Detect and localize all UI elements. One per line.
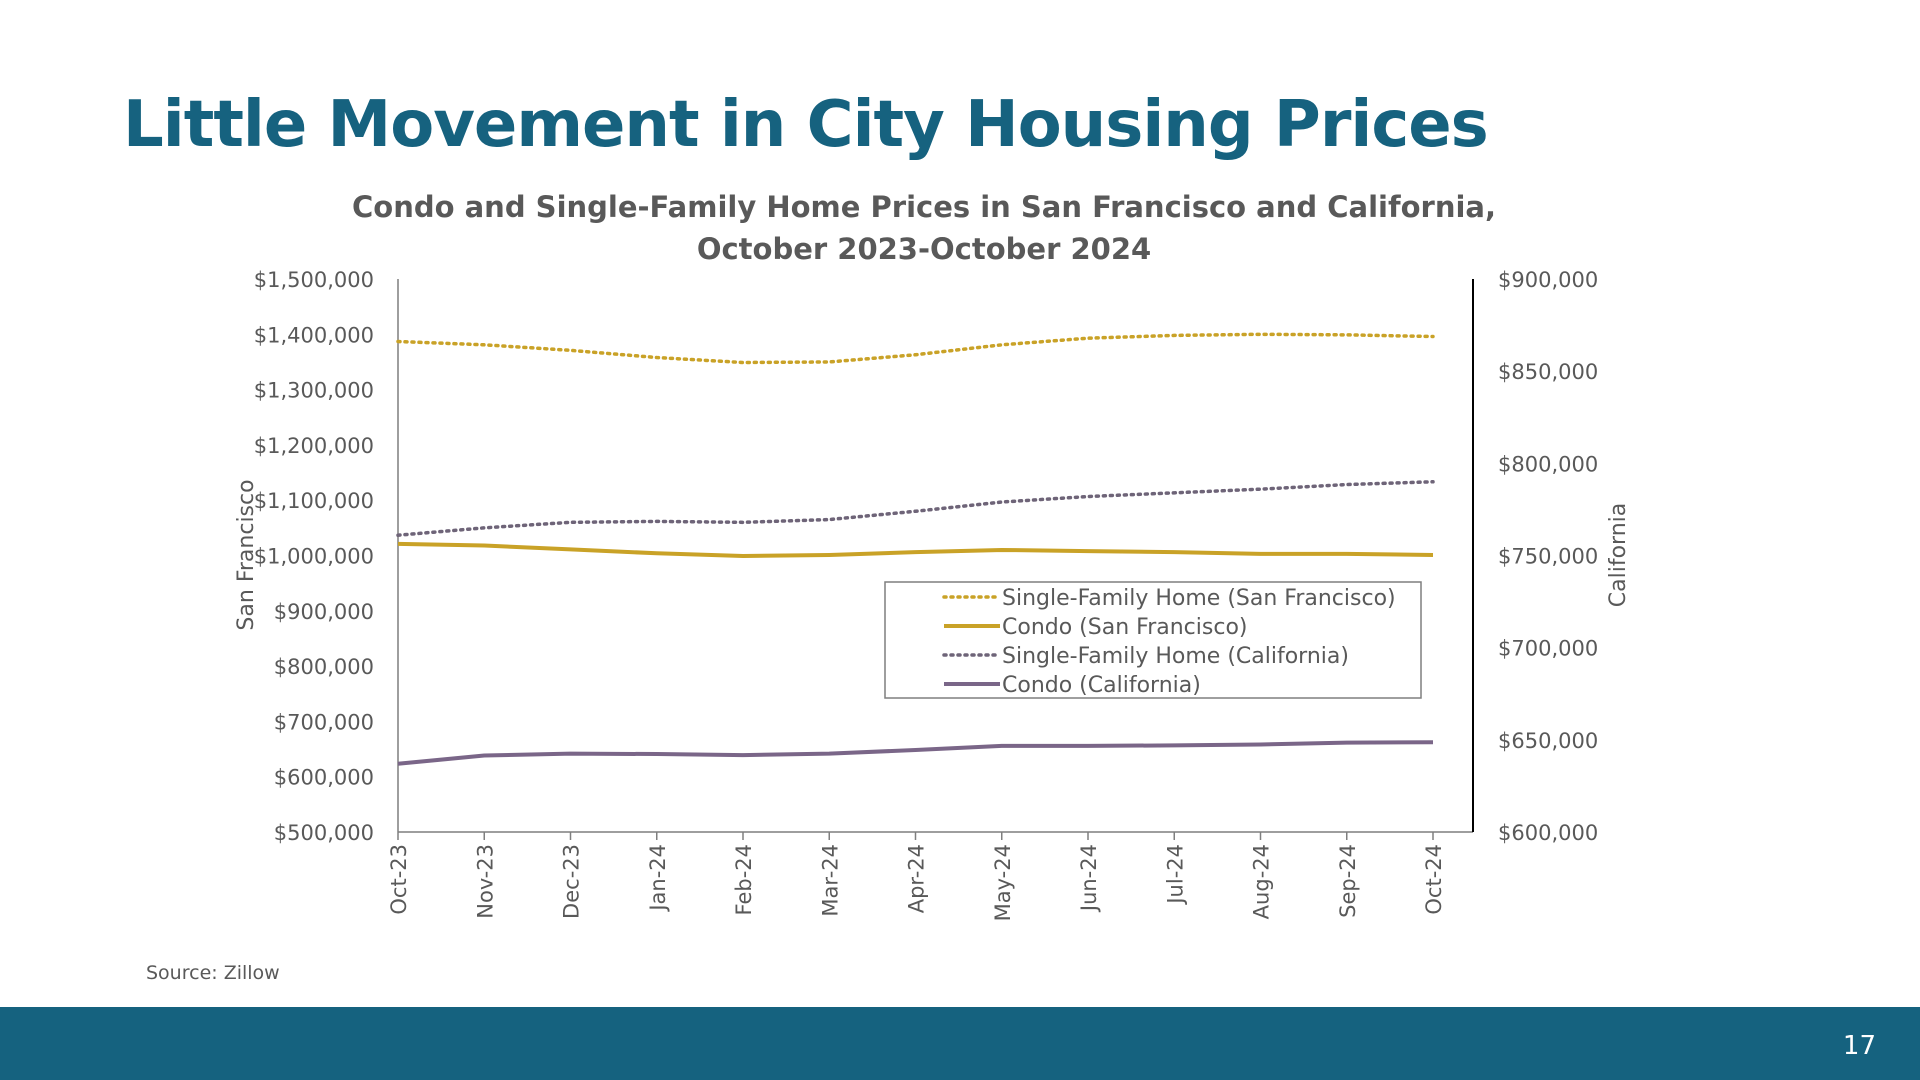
x-tick-label: Feb-24: [732, 844, 756, 915]
left-tick-label: $1,100,000: [254, 489, 374, 513]
chart-legend: Single-Family Home (San Francisco) Condo …: [884, 581, 1422, 699]
left-tick-label: $1,000,000: [254, 545, 374, 569]
left-tick-label: $1,400,000: [254, 323, 374, 347]
x-tick-label: Jul-24: [1163, 844, 1187, 906]
x-tick-label: Aug-24: [1250, 844, 1274, 919]
x-tick-label: Sep-24: [1336, 844, 1360, 918]
right-tick-label: $700,000: [1498, 637, 1598, 661]
right-tick-label: $900,000: [1498, 268, 1598, 292]
left-axis-ticks: $500,000 $600,000 $700,000 $800,000 $900,000…: [254, 268, 374, 845]
series-lines: [396, 332, 1435, 766]
x-tick-label: Oct-23: [387, 844, 411, 915]
chart-title-line: Condo and Single-Family Home Prices in S…: [352, 190, 1496, 224]
left-tick-label: $1,200,000: [254, 434, 374, 458]
x-tick-label: Jan-24: [646, 844, 670, 913]
legend-label: Condo (California): [1002, 673, 1201, 698]
series-line: [397, 541, 1434, 559]
x-tick-label: Dec-23: [560, 844, 584, 919]
series-line: [396, 480, 1435, 537]
left-tick-label: $1,300,000: [254, 379, 374, 403]
x-tick-label: Mar-24: [818, 844, 842, 917]
legend-label: Single-Family Home (California): [1002, 644, 1349, 669]
x-tick-label: Nov-23: [473, 844, 497, 919]
right-tick-label: $750,000: [1498, 545, 1598, 569]
x-tick-label: May-24: [991, 844, 1015, 921]
chart-title: Condo and Single-Family Home Prices in S…: [352, 190, 1496, 266]
x-tick-label: Jun-24: [1077, 844, 1101, 913]
chart-axes: San Francisco California: [234, 279, 1631, 833]
legend-label: Condo (San Francisco): [1002, 615, 1247, 640]
line-chart: Condo and Single-Family Home Prices in S…: [234, 190, 1631, 921]
chart-title-line: October 2023-October 2024: [697, 232, 1151, 266]
x-tick-label: Apr-24: [905, 844, 929, 913]
left-tick-label: $800,000: [274, 655, 374, 679]
right-axis-ticks: $600,000 $650,000 $700,000 $750,000 $800,000…: [1498, 268, 1598, 845]
left-axis-title: San Francisco: [234, 479, 259, 630]
left-tick-label: $700,000: [274, 710, 374, 734]
x-axis-ticks: Oct-23 Nov-23 Dec-23 Jan-24 Feb-24 Mar-24 Apr-…: [387, 832, 1446, 921]
legend-box: [884, 581, 1422, 699]
series-line: [397, 740, 1434, 766]
slide-title: Little Movement in City Housing Prices: [123, 88, 1489, 162]
footer-bar: 17: [0, 1007, 1920, 1080]
right-tick-label: $600,000: [1498, 821, 1598, 845]
series-line: [396, 332, 1435, 365]
left-tick-label: $900,000: [274, 600, 374, 624]
left-tick-label: $500,000: [274, 821, 374, 845]
page-number: 17: [1842, 1031, 1876, 1061]
left-tick-label: $600,000: [274, 766, 374, 790]
source-note: Source: Zillow: [146, 962, 280, 984]
x-tick-label: Oct-24: [1422, 844, 1446, 915]
legend-label: Single-Family Home (San Francisco): [1002, 586, 1396, 611]
right-axis-title: California: [1606, 503, 1631, 607]
right-tick-label: $850,000: [1498, 360, 1598, 384]
right-tick-label: $650,000: [1498, 729, 1598, 753]
left-tick-label: $1,500,000: [254, 268, 374, 292]
right-tick-label: $800,000: [1498, 452, 1598, 476]
